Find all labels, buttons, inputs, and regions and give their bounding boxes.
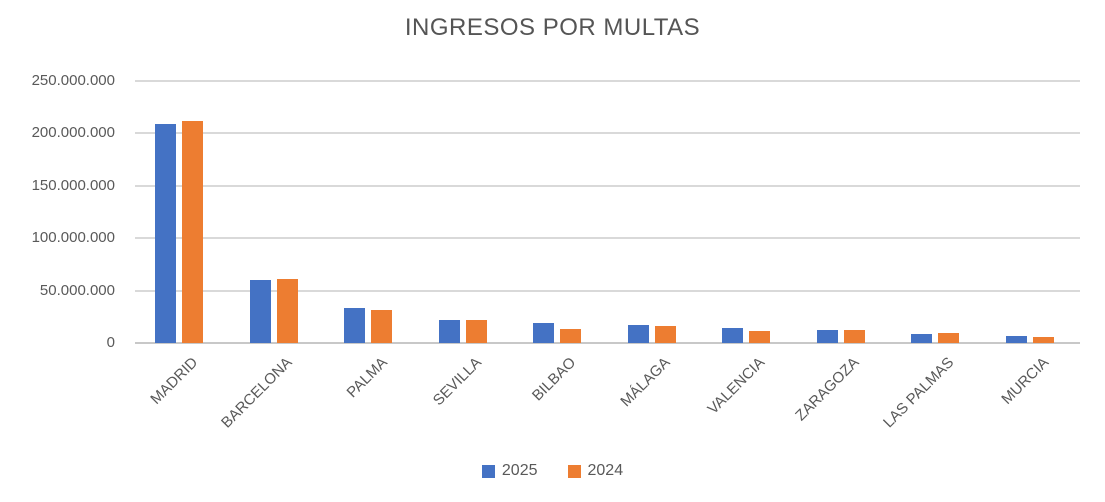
y-tick-label: 150.000.000 bbox=[31, 176, 115, 194]
x-axis-label: BILBAO bbox=[528, 354, 580, 405]
y-tick-label: 100.000.000 bbox=[31, 229, 115, 247]
bar-2024-madrid[interactable] bbox=[182, 120, 204, 343]
bar-2025-zaragoza[interactable] bbox=[816, 330, 838, 343]
x-axis-label: MADRID bbox=[147, 354, 202, 408]
bar-2024-las-palmas[interactable] bbox=[938, 332, 960, 343]
y-tick-label: 200.000.000 bbox=[31, 124, 115, 142]
chart-title: INGRESOS POR MULTAS bbox=[404, 14, 701, 41]
gridline bbox=[135, 184, 1080, 187]
bar-2024-málaga[interactable] bbox=[654, 326, 676, 343]
gridline bbox=[135, 237, 1080, 240]
bar-2025-las-palmas[interactable] bbox=[911, 333, 933, 343]
bar-2025-sevilla[interactable] bbox=[438, 319, 460, 343]
legend-item-2025[interactable]: 2025 bbox=[481, 462, 538, 480]
legend-swatch-2024 bbox=[567, 464, 581, 478]
plot-area bbox=[135, 80, 1080, 344]
bar-2025-valencia[interactable] bbox=[722, 327, 744, 343]
bar-2024-zaragoza[interactable] bbox=[843, 329, 865, 343]
gridline bbox=[135, 132, 1080, 135]
legend-label: 2024 bbox=[587, 462, 624, 479]
x-axis-label: VALENCIA bbox=[704, 354, 769, 418]
x-axis-label: BARCELONA bbox=[218, 354, 296, 432]
bar-2025-murcia[interactable] bbox=[1005, 335, 1027, 343]
bar-2025-málaga[interactable] bbox=[627, 325, 649, 343]
x-axis-label: MURCIA bbox=[997, 354, 1052, 408]
x-axis-label: ZARAGOZA bbox=[792, 354, 863, 425]
y-tick-label: 0 bbox=[106, 334, 115, 351]
bar-2024-murcia[interactable] bbox=[1032, 336, 1054, 343]
x-axis-label: LAS PALMAS bbox=[880, 354, 958, 432]
x-axis-label: MÁLAGA bbox=[617, 354, 674, 411]
bar-2025-palma[interactable] bbox=[344, 308, 366, 343]
bar-2025-madrid[interactable] bbox=[155, 123, 177, 343]
bar-2024-palma[interactable] bbox=[371, 310, 393, 343]
legend-label: 2025 bbox=[501, 462, 538, 479]
bar-2025-bilbao[interactable] bbox=[533, 322, 555, 343]
x-axis-label: PALMA bbox=[343, 354, 391, 402]
bar-2024-sevilla[interactable] bbox=[465, 320, 487, 343]
y-tick-label: 250.000.000 bbox=[31, 72, 115, 89]
legend-item-2024[interactable]: 2024 bbox=[567, 462, 624, 480]
bar-2025-barcelona[interactable] bbox=[249, 280, 271, 343]
legend-swatch-2025 bbox=[481, 464, 495, 478]
bar-2024-valencia[interactable] bbox=[749, 331, 771, 343]
bar-2024-bilbao[interactable] bbox=[560, 329, 582, 343]
x-axis-label: SEVILLA bbox=[429, 354, 485, 410]
legend: 2025 2024 bbox=[0, 462, 1105, 480]
bar-2024-barcelona[interactable] bbox=[276, 279, 298, 343]
y-tick-label: 50.000.000 bbox=[39, 281, 115, 299]
gridline bbox=[135, 80, 1080, 82]
